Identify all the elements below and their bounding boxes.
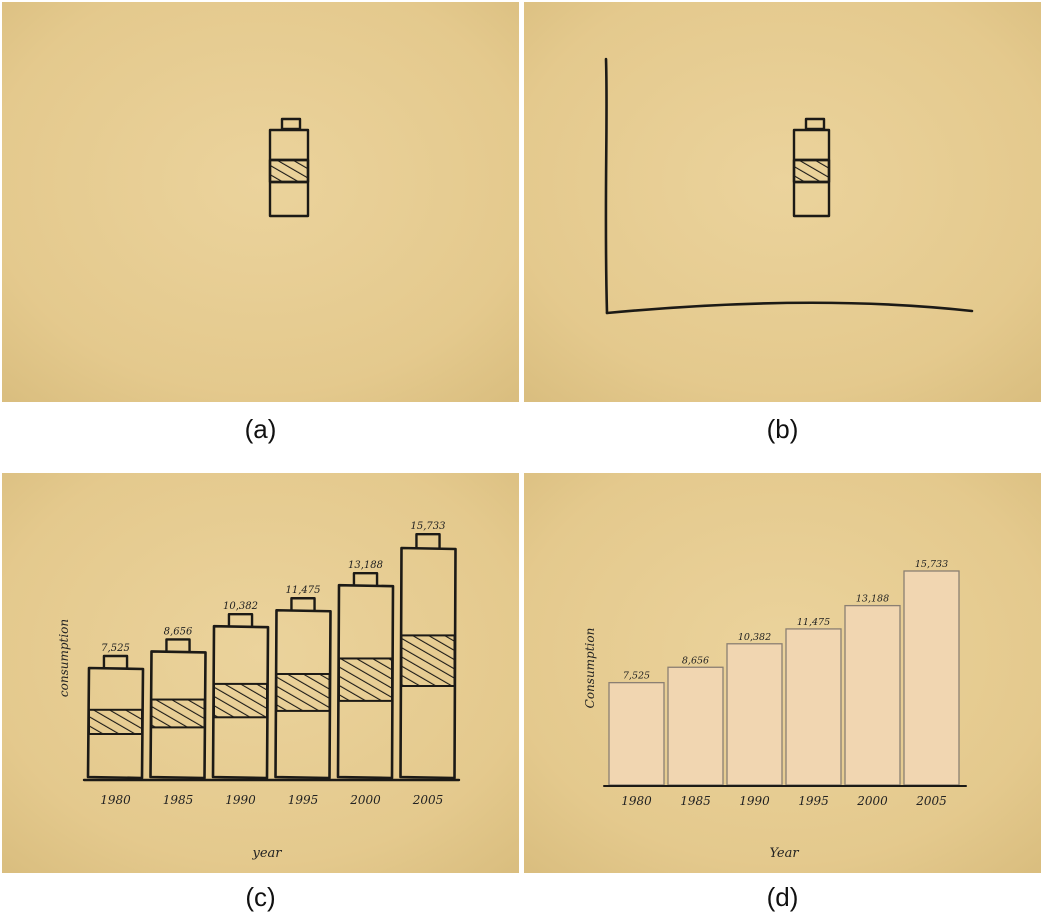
bar-body: [399, 546, 457, 780]
bar: 15,733 2005: [399, 521, 457, 807]
panel-b: [524, 2, 1041, 402]
bar-cap: [102, 654, 129, 668]
data-label: 10,382: [738, 632, 771, 643]
bar-cap: [290, 597, 316, 611]
data-label: 15,733: [411, 521, 446, 532]
bar-hatch-band: [400, 634, 456, 687]
bar-cap: [227, 613, 254, 627]
x-tick-label: 2005: [412, 793, 444, 807]
bar: 7,525 1980: [86, 643, 145, 807]
x-tick-label: 2000: [856, 794, 888, 808]
panel-d: 7,525 1980 8,656 1985 10,382 1990 11,475 1995 13…: [524, 473, 1041, 873]
x-axis-line: [605, 301, 974, 315]
clean-bar-chart: 7,525 1980 8,656 1985 10,382 1990 11,475 1995 13…: [524, 473, 1041, 873]
bar-hatch-band: [88, 708, 143, 735]
x-tick-label: 1990: [225, 793, 256, 807]
sketch-bar-chart: 7,525 1980 8,656 1985 10,382 1990 11,475 1995 13…: [2, 473, 519, 873]
bar: 8,656 1985: [667, 655, 724, 808]
caption-c: (c): [245, 882, 276, 912]
panel-a-canvas: [2, 2, 519, 402]
x-tick-label: 1990: [739, 794, 770, 808]
panel-b-canvas: [524, 2, 1041, 402]
x-tick-label: 1985: [163, 793, 194, 807]
data-label: 11,475: [797, 617, 830, 628]
bar-rect: [844, 604, 901, 786]
bar-body: [336, 583, 395, 780]
caption-d: (d): [766, 882, 799, 912]
x-tick-label: 1980: [100, 793, 131, 807]
battery-icon: [792, 117, 831, 218]
bar-body: [211, 624, 270, 780]
bar-hatch-band: [150, 698, 206, 729]
x-axis-label: Year: [769, 846, 799, 861]
bar: 7,525 1980: [608, 671, 665, 808]
bar: 15,733 2005: [903, 559, 960, 808]
x-axis-label: year: [251, 846, 282, 861]
paper-background: [2, 2, 519, 402]
y-axis-label: consumption: [57, 619, 71, 697]
bar-cap: [165, 638, 191, 652]
bar: 8,656 1985: [149, 626, 207, 807]
x-tick-label: 2005: [915, 794, 947, 808]
bar-rect: [667, 666, 724, 786]
caption-a: (a): [244, 414, 277, 444]
x-tick-label: 2000: [349, 793, 381, 807]
data-label: 11,475: [286, 585, 321, 596]
y-axis-label: Consumption: [583, 628, 597, 709]
data-label: 8,656: [682, 655, 709, 666]
bar: 10,382 1990: [726, 632, 783, 808]
bar-rect: [785, 628, 842, 786]
bar-rect: [608, 681, 665, 786]
bar-hatch-band: [275, 672, 331, 712]
data-label: 8,656: [164, 626, 193, 637]
bar-cap: [415, 533, 441, 548]
data-label: 7,525: [623, 671, 650, 682]
data-label: 13,188: [856, 594, 889, 605]
paper-background: [524, 2, 1041, 402]
bar: 13,188 2000: [844, 594, 901, 808]
bar-body: [274, 608, 332, 780]
bar-body: [149, 650, 207, 780]
data-label: 10,382: [223, 601, 258, 612]
bar: 13,188 2000: [336, 560, 395, 807]
bar: 11,475 1995: [274, 585, 332, 807]
bar-rect: [903, 570, 960, 786]
data-label: 7,525: [101, 643, 130, 654]
bar: 10,382 1990: [211, 601, 270, 807]
bar-body: [86, 666, 145, 780]
bar-rect: [726, 643, 783, 786]
bar: 11,475 1995: [785, 617, 842, 808]
data-label: 13,188: [348, 560, 383, 571]
x-tick-label: 1995: [798, 794, 829, 808]
x-tick-label: 1995: [288, 793, 319, 807]
bar-hatch-band: [213, 682, 268, 719]
x-tick-label: 1980: [621, 794, 652, 808]
caption-b: (b): [766, 414, 799, 444]
data-label: 15,733: [915, 559, 948, 570]
bar-cap: [352, 572, 379, 586]
y-axis-line: [604, 57, 609, 315]
bar-hatch-band: [338, 657, 393, 702]
panel-c: 7,525 1980 8,656 1985 10,382 1990 11,475 1995 13…: [2, 473, 519, 873]
x-tick-label: 1985: [680, 794, 711, 808]
panel-a: [2, 2, 519, 402]
battery-icon: [268, 117, 310, 218]
